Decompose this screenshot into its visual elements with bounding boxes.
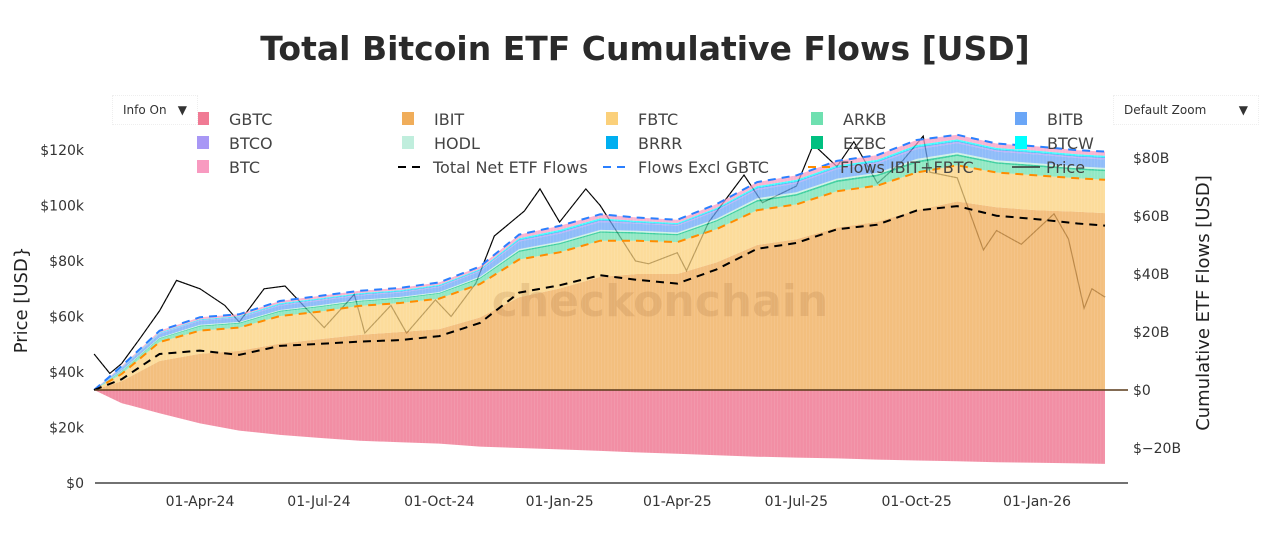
legend-label: Flows IBIT+FBTC [840,158,974,177]
zoom-dropdown-label: Default Zoom [1124,103,1207,117]
left-tick-label: $100k [40,199,85,215]
legend-swatch [197,112,209,125]
legend-label: FBTC [638,110,678,129]
x-tick-label: 01-Apr-24 [166,494,235,510]
left-tick-label: $60k [49,310,85,326]
right-tick-label: $0 [1133,383,1151,399]
left-tick-label: $20k [49,421,85,437]
chart-title: Total Bitcoin ETF Cumulative Flows [USD] [260,29,1029,68]
right-tick-label: $60B [1133,209,1169,225]
info-dropdown[interactable]: Info On ▼ [112,95,198,125]
legend-item-bitb[interactable]: BITB [1015,110,1083,129]
x-tick-label: 01-Oct-25 [882,494,952,510]
legend-label: ARKB [843,110,887,129]
legend-swatch [1015,112,1027,125]
legend-swatch [606,112,618,125]
left-tick-label: $120k [40,143,85,159]
legend-swatch [197,136,209,149]
legend-item-btcw[interactable]: BTCW [1015,134,1094,153]
legend-label: BTCO [229,134,273,153]
legend-label: Total Net ETF Flows [432,158,588,177]
watermark: checkonchain [492,276,828,327]
left-tick-label: $80k [49,254,85,270]
legend-item-price[interactable]: Price [1012,158,1085,177]
legend-swatch [811,136,823,149]
legend-item-ibit[interactable]: IBIT [402,110,464,129]
legend-label: HODL [434,134,480,153]
caret-down-icon: ▼ [1238,103,1248,117]
right-tick-label: $40B [1133,267,1169,283]
legend-label: Price [1046,158,1085,177]
legend-item-ezbc[interactable]: EZBC [811,134,886,153]
right-tick-label: $−20B [1133,441,1181,457]
legend-swatch [402,112,414,125]
x-tick-label: 01-Apr-25 [643,494,712,510]
legend-item-gbtc[interactable]: GBTC [197,110,272,129]
legend-swatch [811,112,823,125]
left-tick-label: $40k [49,365,85,381]
right-tick-label: $20B [1133,325,1169,341]
legend-item-btc[interactable]: BTC [197,158,260,177]
legend-item-line[interactable]: Total Net ETF Flows [398,158,588,177]
legend-item-brrr[interactable]: BRRR [606,134,682,153]
legend-item-btco[interactable]: BTCO [197,134,273,153]
legend[interactable]: GBTC IBIT FBTC ARKB BITB BTCO HODL BRRR EZBC BTCW… [197,110,1094,177]
legend-label: Flows Excl GBTC [638,158,769,177]
legend-label: GBTC [229,110,272,129]
area-gbtc [94,390,1106,464]
line-total-net-flows [93,205,1106,391]
x-tick-label: 01-Jan-26 [1003,494,1071,510]
info-dropdown-label: Info On [123,103,167,117]
line-ibit-fbtc [93,164,1106,391]
right-axis-title: Cumulative ETF Flows [USD] [1193,175,1214,431]
legend-label: BRRR [638,134,682,153]
x-tick-label: 01-Jul-24 [287,494,350,510]
legend-swatch [1015,136,1027,149]
line-flows-excl-gbtc [93,133,1106,391]
legend-item-fbtc[interactable]: FBTC [606,110,678,129]
legend-item-hodl[interactable]: HODL [402,134,480,153]
x-tick-label: 01-Oct-24 [404,494,474,510]
legend-label: BTCW [1047,134,1094,153]
legend-label: BITB [1047,110,1083,129]
legend-label: BTC [229,158,260,177]
legend-swatch [606,136,618,149]
legend-label: IBIT [434,110,464,129]
plot-area [93,134,1108,470]
area-fbtc [94,165,1106,390]
left-tick-label: $0 [66,476,84,492]
axes: $0 $20k $40k $60k $80k $100k $120k $−20B $0 $20B $… [40,143,1181,510]
legend-label: EZBC [843,134,886,153]
x-tick-label: 01-Jan-25 [526,494,594,510]
legend-swatch [402,136,414,149]
legend-item-line[interactable]: Flows IBIT+FBTC [808,158,974,177]
legend-item-line[interactable]: Flows Excl GBTC [603,158,769,177]
area-ibit [94,201,1106,390]
caret-down-icon: ▼ [177,103,187,117]
zoom-dropdown[interactable]: Default Zoom ▼ [1113,95,1259,125]
left-axis-title: Price [USD} [11,247,32,354]
right-tick-label: $80B [1133,151,1169,167]
legend-swatch [197,160,209,173]
legend-item-arkb[interactable]: ARKB [811,110,887,129]
x-tick-label: 01-Jul-25 [765,494,828,510]
line-overlay [93,133,1128,391]
